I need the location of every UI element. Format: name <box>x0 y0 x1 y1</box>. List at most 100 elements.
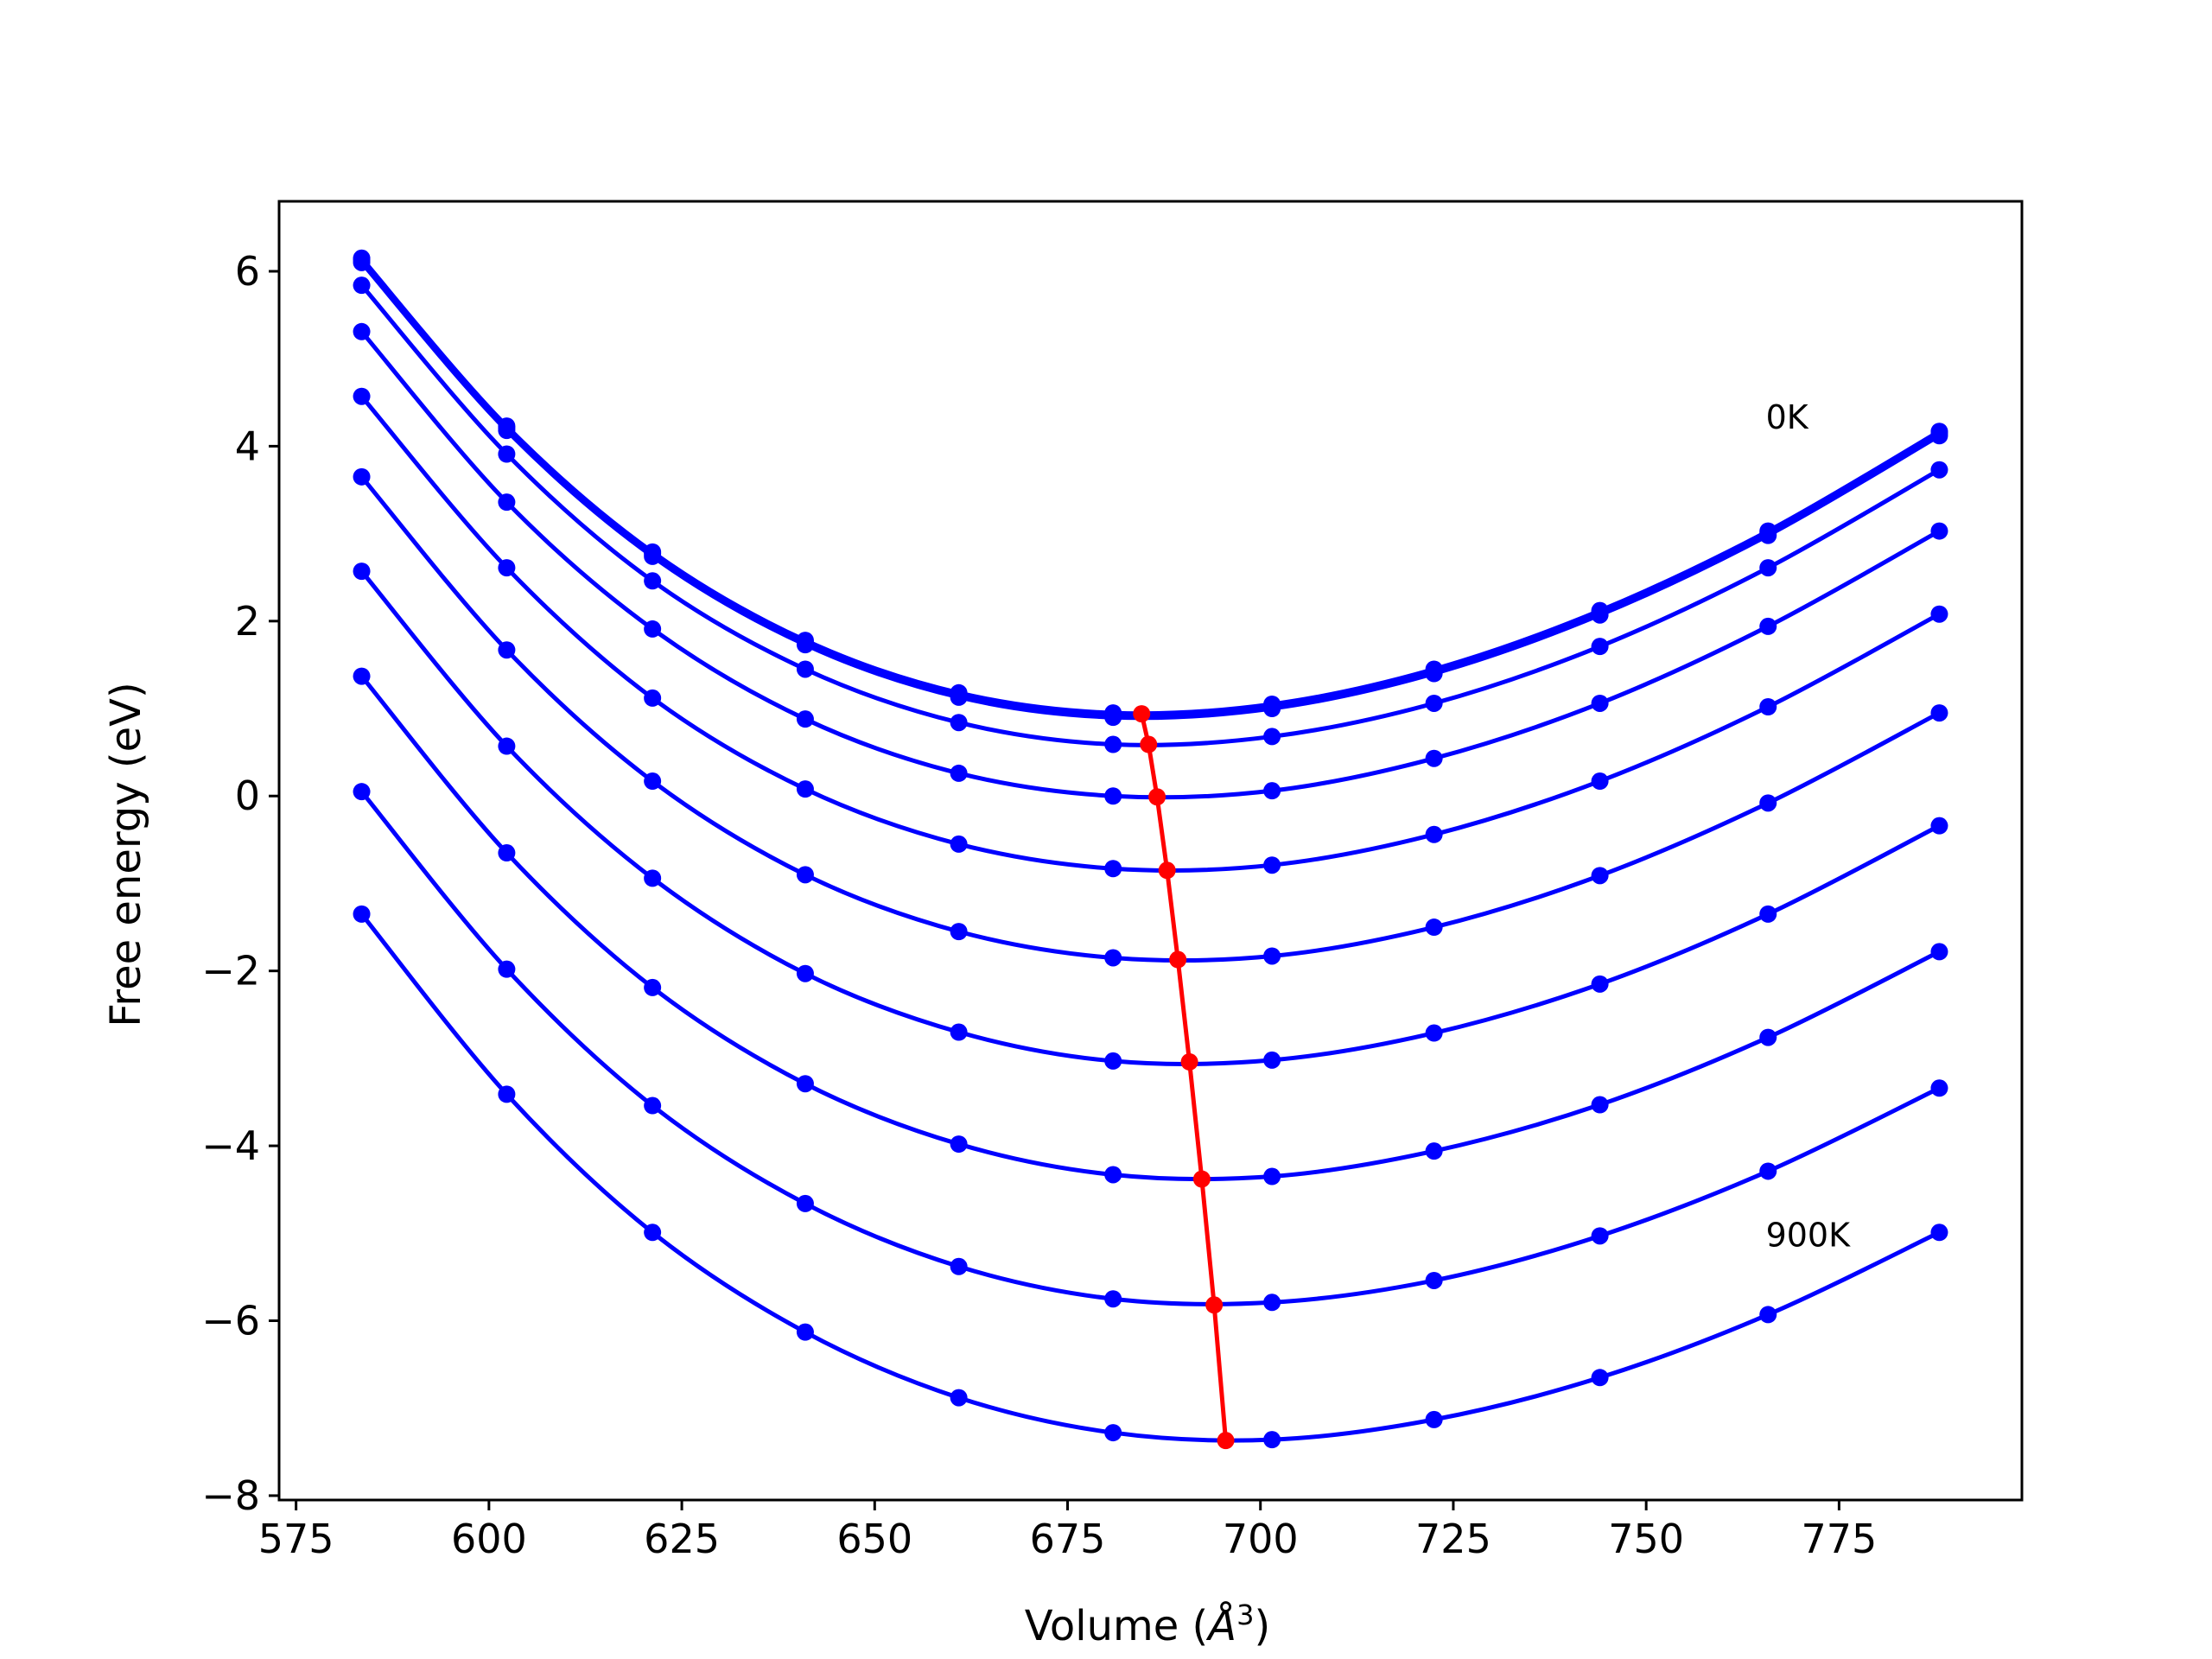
minimum-path-point-7 <box>1205 1296 1224 1314</box>
x-tick-label-625: 625 <box>644 1516 720 1562</box>
series-2-point-7 <box>1425 664 1443 683</box>
minimum-path-point-1 <box>1140 735 1158 753</box>
x-tick-label-725: 725 <box>1415 1516 1491 1562</box>
series-9-point-8 <box>1591 1227 1609 1245</box>
series-2-point-4 <box>950 688 968 706</box>
series-5-point-1 <box>498 559 516 577</box>
x-axis-label-unit: Å <box>1205 1601 1236 1650</box>
series-4-point-5 <box>1104 787 1122 805</box>
series-8-point-0 <box>353 667 371 685</box>
x-tick-label-650: 650 <box>836 1516 912 1562</box>
series-10-point-2 <box>644 1224 662 1242</box>
series-7-point-4 <box>950 1023 968 1041</box>
y-axis-ticks: −8 −6 −4 −2 0 2 4 6 <box>201 248 279 1519</box>
series-5-point-10 <box>1930 605 1948 623</box>
series-8 <box>353 667 1948 1185</box>
series-6-point-2 <box>644 772 662 791</box>
series-7-point-2 <box>644 869 662 887</box>
y-tick-label-2: 2 <box>235 598 260 645</box>
x-tick-label-750: 750 <box>1608 1516 1684 1562</box>
series-2-point-1 <box>498 422 516 440</box>
series-7-point-10 <box>1930 817 1948 835</box>
series-10 <box>353 905 1948 1449</box>
series-7-point-0 <box>353 563 371 581</box>
series-7-point-1 <box>498 737 516 755</box>
curves-layer <box>353 249 1948 1449</box>
x-tick-label-600: 600 <box>451 1516 527 1562</box>
series-9-point-0 <box>353 783 371 801</box>
series-9 <box>353 783 1948 1312</box>
x-axis-label-exponent: 3 <box>1236 1599 1254 1631</box>
series-8-point-3 <box>796 1075 814 1093</box>
series-5-point-4 <box>950 835 968 853</box>
series-6-point-3 <box>796 866 814 884</box>
series-7 <box>353 563 1948 1070</box>
series-4-point-6 <box>1263 782 1281 800</box>
series-4-point-7 <box>1425 749 1443 767</box>
series-8-point-1 <box>498 844 516 862</box>
series-5-point-6 <box>1263 856 1281 874</box>
series-2-point-8 <box>1591 606 1609 624</box>
series-2-point-3 <box>796 636 814 654</box>
x-tick-label-700: 700 <box>1223 1516 1299 1562</box>
series-9-point-2 <box>644 1096 662 1115</box>
series-4-point-4 <box>950 764 968 782</box>
series-10-point-5 <box>1104 1424 1122 1442</box>
series-4-point-0 <box>353 322 371 340</box>
series-9-point-4 <box>950 1257 968 1275</box>
x-tick-label-775: 775 <box>1801 1516 1877 1562</box>
y-tick-label-4: 4 <box>235 423 260 469</box>
series-5-point-3 <box>796 780 814 798</box>
series-10-point-7 <box>1425 1410 1443 1428</box>
x-axis-ticks: 575 600 625 650 675 700 725 750 775 <box>258 1500 1877 1562</box>
y-tick-label--8: −8 <box>201 1472 260 1519</box>
series-10-point-10 <box>1930 1224 1948 1242</box>
x-axis-label: Volume (Å3) <box>1025 1599 1270 1650</box>
series-9-point-9 <box>1759 1162 1777 1180</box>
series-3-point-9 <box>1759 559 1777 577</box>
series-5 <box>353 387 1948 878</box>
series-6-point-8 <box>1591 867 1609 885</box>
series-8-point-8 <box>1591 1096 1609 1114</box>
series-9-point-3 <box>796 1194 814 1212</box>
y-tick-label--2: −2 <box>201 948 260 995</box>
series-2 <box>353 253 1948 727</box>
series-4-point-1 <box>498 493 516 512</box>
series-8-point-6 <box>1263 1167 1281 1185</box>
x-axis-label-suffix: ) <box>1254 1602 1270 1650</box>
series-8-point-9 <box>1759 1028 1777 1046</box>
series-3-point-2 <box>644 572 662 590</box>
x-tick-label-575: 575 <box>258 1516 334 1562</box>
series-9-point-1 <box>498 960 516 978</box>
annotation-900k: 900K <box>1766 1216 1852 1254</box>
series-5-point-8 <box>1591 772 1609 791</box>
series-8-point-10 <box>1930 943 1948 961</box>
minimum-path-layer <box>1133 705 1235 1450</box>
series-10-point-0 <box>353 905 371 923</box>
series-2-point-6 <box>1263 700 1281 718</box>
series-2-point-10 <box>1930 427 1948 445</box>
series-2-point-9 <box>1759 526 1777 544</box>
x-tick-label-675: 675 <box>1030 1516 1106 1562</box>
series-3-point-8 <box>1591 638 1609 656</box>
series-6-point-5 <box>1104 949 1122 967</box>
series-8-point-4 <box>950 1135 968 1154</box>
series-3-point-5 <box>1104 735 1122 753</box>
series-9-point-6 <box>1263 1294 1281 1312</box>
series-10-point-6 <box>1263 1431 1281 1449</box>
y-tick-label-6: 6 <box>235 248 260 295</box>
y-tick-label--4: −4 <box>201 1122 260 1169</box>
series-4-point-3 <box>796 710 814 728</box>
series-6-point-9 <box>1759 794 1777 812</box>
series-6 <box>353 467 1948 967</box>
series-7-point-7 <box>1425 1024 1443 1042</box>
series-10-point-1 <box>498 1085 516 1103</box>
series-8-point-7 <box>1425 1142 1443 1160</box>
y-axis-label: Free energy (eV) <box>102 682 150 1027</box>
series-3-point-3 <box>796 660 814 678</box>
minimum-path-point-3 <box>1158 861 1176 880</box>
series-3 <box>353 276 1948 753</box>
minimum-path-point-4 <box>1169 950 1187 969</box>
series-8-point-5 <box>1104 1166 1122 1184</box>
